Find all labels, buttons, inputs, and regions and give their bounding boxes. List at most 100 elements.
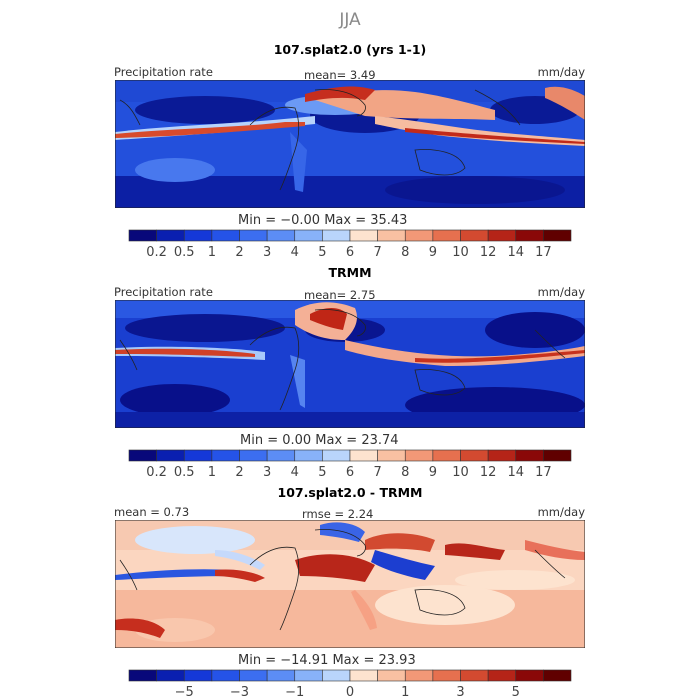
colorbar-cell xyxy=(239,229,268,242)
panel-2-map xyxy=(115,300,585,428)
colorbar-cell xyxy=(543,449,572,462)
colorbar-tick-label: 0.5 xyxy=(174,465,195,479)
colorbar-tick-label: 1 xyxy=(208,245,216,259)
colorbar-tick-label: 9 xyxy=(429,465,437,479)
colorbar-cell xyxy=(211,669,240,682)
colorbar-tick-label: 6 xyxy=(346,245,354,259)
colorbar-cell xyxy=(460,229,489,242)
colorbar-cell xyxy=(543,669,572,682)
colorbar-cell xyxy=(183,229,213,242)
colorbar-cell xyxy=(322,669,351,682)
colorbar-tick-label: 3 xyxy=(456,685,464,699)
colorbar-tick-label: 4 xyxy=(291,465,299,479)
panel-2-mean-label: mean= 2.75 xyxy=(304,288,376,302)
colorbar-cell xyxy=(266,229,296,242)
panel-1-minmax-label: Min = −0.00 Max = 35.43 xyxy=(238,213,408,228)
colorbar-cell xyxy=(432,449,461,462)
panel-1-units-label: mm/day xyxy=(537,65,585,79)
panel-2-title: TRMM xyxy=(328,265,372,280)
colorbar-tick-label: 14 xyxy=(507,245,524,259)
panel-2-minmax-label: Min = 0.00 Max = 23.74 xyxy=(240,433,399,448)
colorbar-tick-label: 5 xyxy=(318,245,326,259)
colorbar-cell xyxy=(322,229,351,242)
panel-3-colorbar: −5 −3 −1 0 1 3 5 xyxy=(128,669,572,699)
colorbar-cell xyxy=(211,229,240,242)
colorbar-cell xyxy=(543,229,572,242)
panel-2-units-label: mm/day xyxy=(537,285,585,299)
colorbar-cell xyxy=(128,669,157,682)
colorbar-tick-label: 17 xyxy=(535,465,552,479)
colorbar-cell xyxy=(404,669,434,682)
colorbar-cell xyxy=(349,449,378,462)
panel-2-colorbar: 0.2 0.5 1 2 3 4 5 6 7 8 9 10 12 14 17 xyxy=(128,449,572,479)
panel-3-units-label: mm/day xyxy=(537,505,585,519)
colorbar-tick-label: 1 xyxy=(401,685,409,699)
colorbar-cell xyxy=(377,449,406,462)
colorbar-cell xyxy=(239,449,268,462)
panel-2-variable-label: Precipitation rate xyxy=(114,285,213,299)
colorbar-tick-label: 3 xyxy=(263,465,271,479)
colorbar-cell xyxy=(156,229,185,242)
colorbar-cell xyxy=(239,669,268,682)
colorbar-tick-label: 10 xyxy=(452,245,469,259)
colorbar-cell xyxy=(487,449,517,462)
colorbar-tick-label: 4 xyxy=(291,245,299,259)
colorbar-cell xyxy=(377,229,406,242)
colorbar-cell xyxy=(377,669,406,682)
colorbar-cell xyxy=(515,669,544,682)
colorbar-cell xyxy=(156,669,185,682)
colorbar-cell xyxy=(266,669,296,682)
colorbar-tick-label: 9 xyxy=(429,245,437,259)
colorbar-tick-label: 0.5 xyxy=(174,245,195,259)
colorbar-cell xyxy=(349,229,378,242)
colorbar-cell xyxy=(128,229,157,242)
colorbar-cell xyxy=(349,669,378,682)
panel-1-variable-label: Precipitation rate xyxy=(114,65,213,79)
colorbar-cell xyxy=(432,229,461,242)
colorbar-tick-label: 5 xyxy=(318,465,326,479)
panel-3-map xyxy=(115,520,585,648)
panel-1-colorbar: 0.2 0.5 1 2 3 4 5 6 7 8 9 10 12 14 17 xyxy=(128,229,572,259)
colorbar-tick-label: 6 xyxy=(346,465,354,479)
colorbar-tick-label: 5 xyxy=(512,685,520,699)
colorbar-tick-label: 14 xyxy=(507,465,524,479)
colorbar-tick-label: 8 xyxy=(401,465,409,479)
colorbar-tick-label: 12 xyxy=(480,245,497,259)
colorbar-cell xyxy=(487,669,517,682)
colorbar-cell xyxy=(128,449,157,462)
panel-1-mean-label: mean= 3.49 xyxy=(304,68,376,82)
panel-3-rmse-label: rmse = 2.24 xyxy=(302,507,374,521)
panel-3-minmax-label: Min = −14.91 Max = 23.93 xyxy=(238,653,416,668)
colorbar-tick-label: 2 xyxy=(235,245,243,259)
colorbar-cell xyxy=(211,449,240,462)
colorbar-cell xyxy=(432,669,461,682)
panel-1-map xyxy=(115,80,585,208)
colorbar-tick-label: 0 xyxy=(346,685,354,699)
colorbar-tick-label: 0.2 xyxy=(146,465,167,479)
colorbar-tick-label: 8 xyxy=(401,245,409,259)
colorbar-cell xyxy=(294,449,323,462)
colorbar-cell xyxy=(460,669,489,682)
season-title: JJA xyxy=(339,10,361,30)
colorbar-cell xyxy=(404,229,434,242)
colorbar-cell xyxy=(460,449,489,462)
colorbar-cell xyxy=(294,229,323,242)
colorbar-tick-label: 7 xyxy=(373,465,381,479)
colorbar-tick-label: 3 xyxy=(263,245,271,259)
colorbar-cell xyxy=(156,449,185,462)
colorbar-tick-label: −5 xyxy=(175,685,194,699)
colorbar-cell xyxy=(294,669,323,682)
colorbar-tick-label: 0.2 xyxy=(146,245,167,259)
colorbar-cell xyxy=(515,449,544,462)
colorbar-tick-label: −3 xyxy=(230,685,249,699)
colorbar-tick-label: 2 xyxy=(235,465,243,479)
colorbar-tick-label: 10 xyxy=(452,465,469,479)
colorbar-tick-label: 1 xyxy=(208,465,216,479)
panel-3-mean-label: mean = 0.73 xyxy=(114,505,190,519)
colorbar-cell xyxy=(404,449,434,462)
colorbar-cell xyxy=(266,449,296,462)
colorbar-cell xyxy=(183,449,213,462)
panel-1-title: 107.splat2.0 (yrs 1-1) xyxy=(273,42,427,57)
colorbar-cell xyxy=(183,669,213,682)
colorbar-cell xyxy=(322,449,351,462)
